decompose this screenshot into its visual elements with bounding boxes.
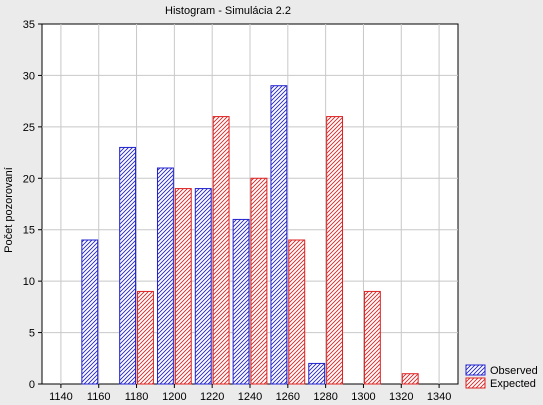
bar-expected-1320	[401, 373, 419, 385]
y-tick-label-5: 25	[23, 122, 35, 134]
y-tick-label-7: 35	[23, 19, 35, 31]
x-tick-label-6: 1260	[276, 391, 300, 403]
x-tick-label-3: 1200	[162, 391, 186, 403]
y-axis-ticks: 0 5 10 15 20 25 30 35	[23, 19, 42, 391]
bar-observed-1240	[232, 218, 250, 385]
y-axis-title: Počet pozorovaní	[3, 167, 15, 253]
bar-observed-1280	[308, 362, 326, 385]
bar-expected-1260	[288, 239, 306, 385]
bar-observed-1260	[270, 85, 288, 385]
bar-observed-1200	[156, 167, 174, 385]
y-tick-label-3: 15	[23, 225, 35, 237]
y-tick-label-6: 30	[23, 70, 35, 82]
legend-swatch-expected	[465, 377, 486, 389]
x-tick-label-7: 1280	[313, 391, 337, 403]
bar-expected-1240	[250, 177, 268, 385]
x-tick-label-5: 1240	[238, 391, 262, 403]
x-tick-label-8: 1300	[351, 391, 375, 403]
x-tick-label-9: 1320	[389, 391, 413, 403]
legend-swatch-observed	[465, 364, 486, 376]
y-tick-label-1: 5	[29, 328, 35, 340]
bar-observed-1220	[194, 188, 212, 385]
bar-expected-1300	[363, 290, 381, 385]
legend-label-expected: Expected	[490, 378, 536, 390]
y-tick-label-4: 20	[23, 173, 35, 185]
x-tick-label-4: 1220	[200, 391, 224, 403]
x-tick-label-10: 1340	[427, 391, 451, 403]
legend-label-observed: Observed	[490, 365, 538, 377]
x-tick-label-0: 1140	[49, 391, 73, 403]
x-tick-label-2: 1180	[125, 391, 149, 403]
bars	[81, 85, 419, 385]
legend: Observed Expected	[465, 364, 538, 390]
bar-observed-1180	[119, 146, 137, 385]
bar-observed-1160	[81, 239, 99, 385]
chart-title: Histogram - Simulácia 2.2	[165, 5, 291, 17]
y-tick-label-2: 10	[23, 276, 35, 288]
grid-lines	[42, 24, 458, 384]
x-axis-ticks: 1140 1160 1180 1200 1220 1240 1260 1280 1300 1320…	[49, 384, 451, 403]
bar-expected-1280	[326, 116, 344, 385]
x-tick-label-1: 1160	[87, 391, 111, 403]
y-tick-label-0: 0	[29, 379, 35, 391]
bar-expected-1220	[212, 116, 230, 385]
bar-expected-1200	[174, 188, 192, 385]
bar-expected-1180	[137, 290, 154, 385]
